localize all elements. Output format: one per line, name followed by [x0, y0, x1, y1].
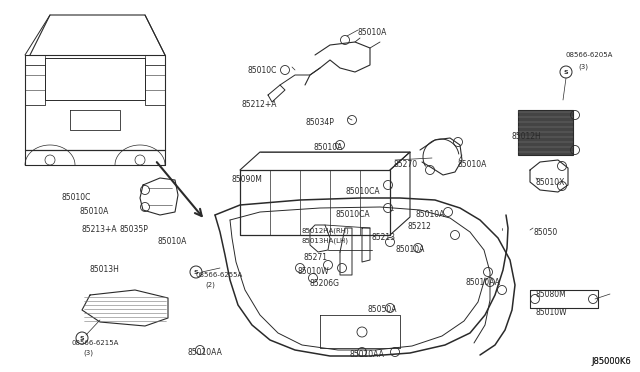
Text: 85050: 85050 — [533, 228, 557, 237]
Text: 85080M: 85080M — [535, 290, 566, 299]
Text: 85010A: 85010A — [158, 237, 188, 246]
Bar — [518, 110, 573, 155]
Text: 85010CA: 85010CA — [336, 210, 371, 219]
Text: 85012HA(RH): 85012HA(RH) — [302, 228, 349, 234]
Text: 85010AA: 85010AA — [188, 348, 223, 357]
Text: 85010AA: 85010AA — [465, 278, 500, 287]
Text: 85206G: 85206G — [310, 279, 340, 288]
Text: S: S — [194, 269, 198, 275]
Text: 85013H: 85013H — [90, 265, 120, 274]
Text: 85271: 85271 — [303, 253, 327, 262]
Text: 85013HA(LH): 85013HA(LH) — [302, 238, 349, 244]
Text: (3): (3) — [578, 63, 588, 70]
Text: 85010A: 85010A — [415, 210, 444, 219]
Text: 85010C: 85010C — [62, 193, 92, 202]
Text: 85212+A: 85212+A — [241, 100, 276, 109]
Text: 08566-6255A: 08566-6255A — [196, 272, 243, 278]
Text: 85035P: 85035P — [120, 225, 149, 234]
Text: J85000K6: J85000K6 — [591, 357, 631, 366]
Text: 85010A: 85010A — [358, 28, 387, 37]
Text: (2): (2) — [205, 282, 215, 289]
Text: S: S — [80, 336, 84, 340]
Text: 85010C: 85010C — [248, 66, 277, 75]
Text: J85000K6: J85000K6 — [591, 357, 631, 366]
Text: 08566-6205A: 08566-6205A — [566, 52, 613, 58]
Text: 85010A: 85010A — [458, 160, 488, 169]
Text: 85010A: 85010A — [395, 245, 424, 254]
Text: 08566-6215A: 08566-6215A — [72, 340, 120, 346]
Text: S: S — [564, 70, 568, 74]
Text: 85010CA: 85010CA — [346, 187, 381, 196]
Text: 85050A: 85050A — [368, 305, 397, 314]
Text: 85090M: 85090M — [232, 175, 263, 184]
Text: 85270: 85270 — [393, 160, 417, 169]
Text: 85010AA: 85010AA — [350, 350, 385, 359]
Text: 85213+A: 85213+A — [82, 225, 118, 234]
Text: 85212: 85212 — [408, 222, 432, 231]
Text: 85010A: 85010A — [313, 143, 342, 152]
Text: 85213: 85213 — [371, 233, 395, 242]
Text: 85010W: 85010W — [298, 267, 330, 276]
Text: (3): (3) — [83, 350, 93, 356]
Text: 85010W: 85010W — [535, 308, 566, 317]
Text: 85034P: 85034P — [305, 118, 334, 127]
Text: 85012H: 85012H — [511, 132, 541, 141]
Text: 85010A: 85010A — [80, 207, 109, 216]
Text: 85010X: 85010X — [536, 178, 565, 187]
